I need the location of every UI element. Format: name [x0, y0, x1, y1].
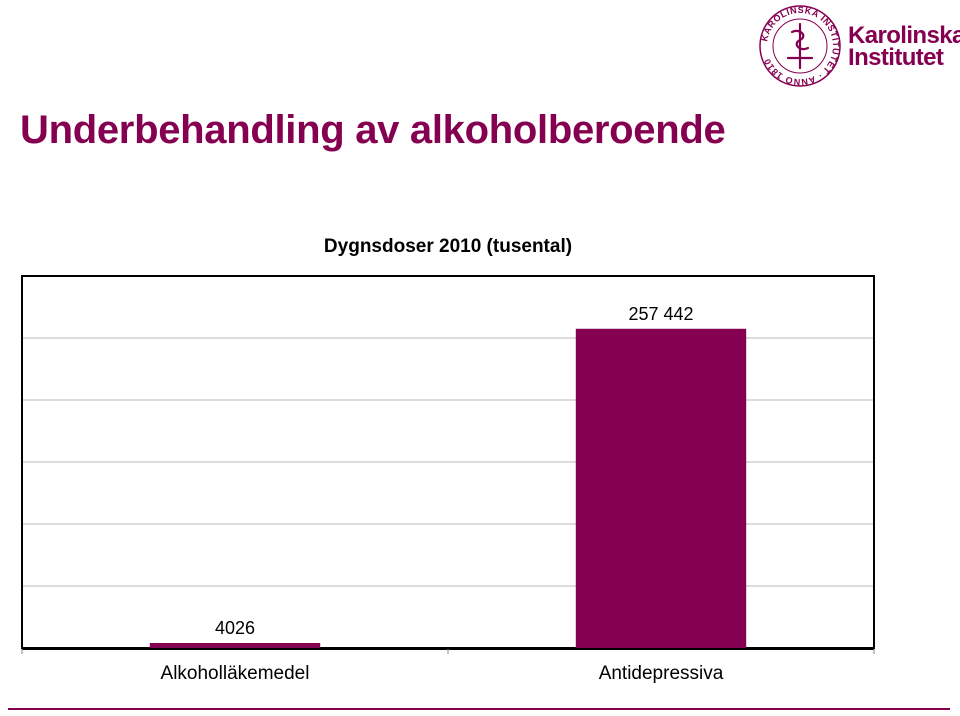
logo-line-2: Institutet — [848, 44, 944, 71]
data-label-0: 4026 — [215, 618, 255, 638]
ki-seal-icon: KAROLINSKA INSTITUTET · ANNO 1810 — [759, 5, 841, 87]
x-tick-label-1: Antidepressiva — [599, 663, 724, 684]
chart-title: Dygnsdoser 2010 (tusental) — [323, 236, 573, 257]
karolinska-logo: KAROLINSKA INSTITUTET · ANNO 1810 Karoli… — [758, 4, 960, 88]
data-label-1: 257 442 — [628, 304, 693, 324]
bar-1 — [575, 328, 747, 648]
bar-0 — [149, 643, 321, 648]
slide-title: Underbehandling av alkoholberoende — [20, 108, 726, 152]
x-tick-label-0: Alkoholläkemedel — [161, 663, 310, 684]
footer-divider — [8, 708, 950, 710]
logo-line-1: Karolinska — [848, 22, 960, 49]
